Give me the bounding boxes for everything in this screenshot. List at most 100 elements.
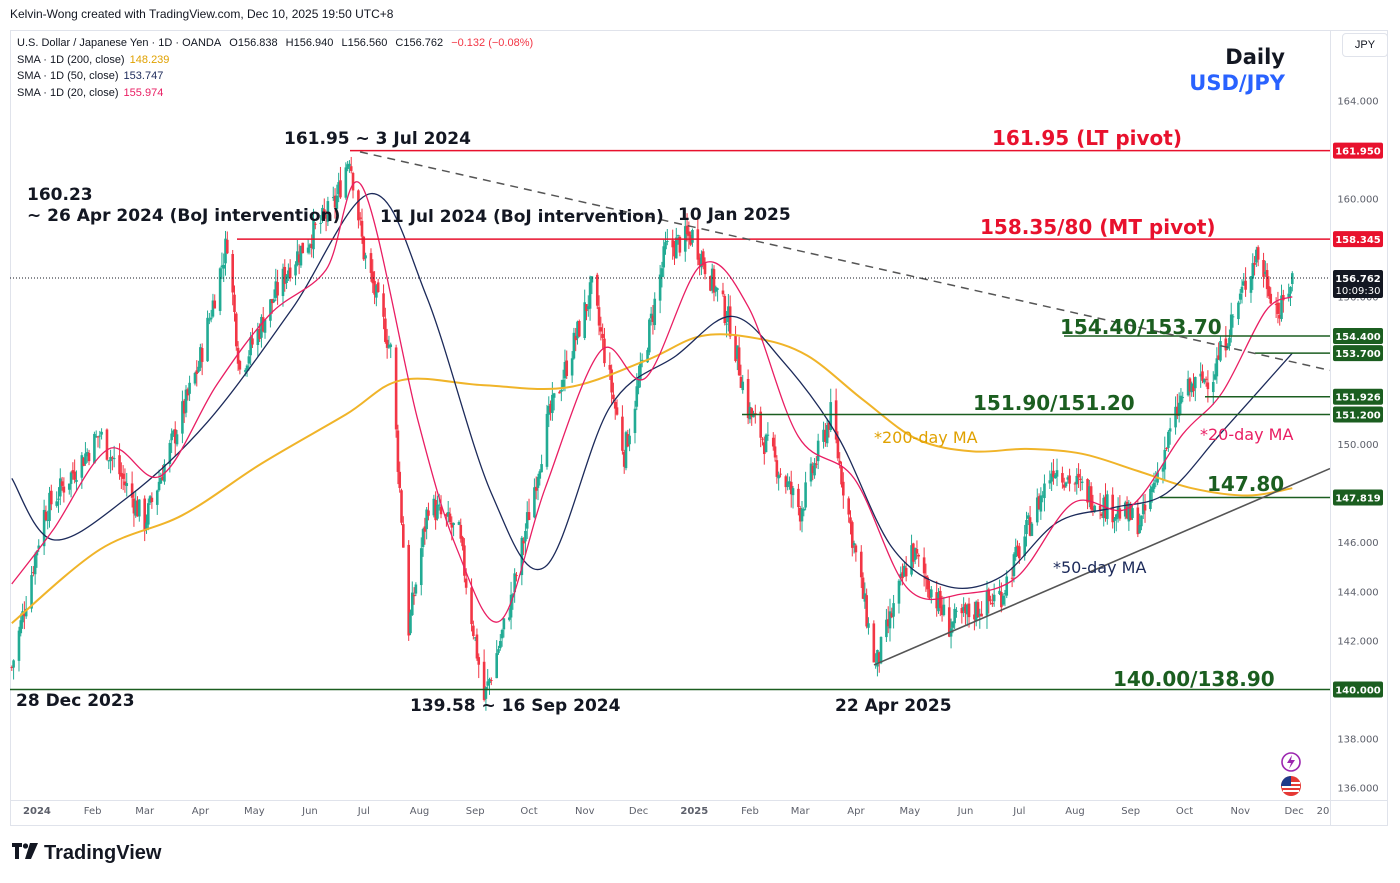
annotations: 161.95 (LT pivot) 158.35/80 (MT pivot) 154… [16,126,1293,716]
chart-icons [1281,752,1301,796]
candle-body [222,264,226,269]
lt-pivot-label: 161.95 (LT pivot) [992,126,1182,150]
candle-body [583,302,586,339]
sma50-legend[interactable]: SMA · 1D (50, close) 153.747 [17,68,538,85]
candle-body [859,551,863,578]
candle-body [407,544,410,636]
candle-body [1143,504,1147,511]
candle-body [1131,508,1134,519]
open-value: O156.838 [229,37,278,49]
candle-body [263,319,267,333]
candle-body [822,429,825,442]
candle-body [400,490,403,523]
candle-body [576,321,579,339]
descending-trendline[interactable] [359,151,1331,372]
candle-body [1217,355,1220,360]
candle-body [709,276,712,291]
x-tick-label: 2024 [23,806,51,817]
symbol-title: USD/JPY [1189,71,1285,95]
candle-body [588,282,592,309]
candle-body [272,299,276,302]
candle-body [324,214,328,219]
candle-body [897,580,901,604]
candle-body [1003,593,1007,595]
candle-body [951,621,955,628]
candle-body [899,573,903,579]
candle-body [750,408,754,417]
candle-body [1265,270,1269,290]
candle-body [1255,249,1258,263]
close-value: C156.762 [395,37,444,49]
candle-body [687,231,691,236]
candle-body [1089,486,1093,510]
candle-body [658,274,662,301]
candle-body [534,486,538,491]
us-flag-icon[interactable] [1281,776,1301,796]
candle-body [105,429,109,460]
candle-body [1093,505,1097,511]
candle-body [1030,523,1034,536]
sma200-legend[interactable]: SMA · 1D (200, close) 148.239 [17,52,538,69]
candle-body [1053,474,1057,479]
candle-body [48,492,51,521]
x-tick-label: Oct [520,806,537,817]
candle-body [497,649,500,653]
candle-body [21,611,24,623]
candle-body [111,457,114,459]
candle-body [432,498,436,516]
y-tick-label: 164.000 [1337,96,1378,107]
candle-body [1100,513,1104,516]
candle-body [527,512,531,520]
candle-body [218,268,222,311]
support-151-label: 151.90/151.20 [973,391,1135,415]
sma20-legend[interactable]: SMA · 1D (20, close) 155.974 [17,85,538,102]
candle-body [186,389,190,396]
candle-body [371,271,375,284]
candle-body [524,531,527,542]
candle-body [136,500,139,517]
x-tick-label: Sep [1121,806,1140,817]
candle-body [19,620,23,634]
sma50-line [11,192,1293,590]
candle-body [615,407,619,415]
candle-body [915,549,919,554]
candle-body [161,476,164,481]
candle-body [206,317,209,362]
currency-button[interactable]: JPY [1342,33,1388,57]
candle-body [1140,515,1143,527]
candle-body [37,545,41,549]
tradingview-logo[interactable]: TradingView [12,842,161,865]
x-tick-label: Mar [135,806,155,817]
candle-body [646,350,649,363]
chart-frame[interactable] [10,30,1388,826]
candle-body [274,281,278,298]
candle-body [1037,496,1041,510]
candle-body [545,413,549,467]
ascending-trendline[interactable] [873,467,1331,666]
annotation-ma50: *50-day MA [1053,558,1146,577]
candle-body [938,590,942,609]
candle-body [696,229,700,260]
candle-body [69,472,73,484]
price-tag-153-700-bg [1333,345,1383,362]
candle-body [1088,486,1091,502]
candle-body [457,522,461,525]
candle-body [321,207,324,221]
candle-body [125,483,129,486]
candle-body [1276,302,1280,314]
candle-body [558,391,561,394]
candle-body [170,433,173,441]
candle-body [784,476,788,488]
candle-body [80,455,84,478]
candle-body [572,332,576,359]
lightning-icon[interactable] [1281,752,1301,772]
candle-body [335,195,339,209]
candle-body [234,313,238,347]
candle-body [62,486,66,493]
last-price-tag-bg [1333,269,1383,298]
candle-body [635,386,639,407]
price-tag-147-819: 147.819 [1335,494,1381,505]
candle-body [168,442,172,465]
candle-body [1152,482,1156,489]
